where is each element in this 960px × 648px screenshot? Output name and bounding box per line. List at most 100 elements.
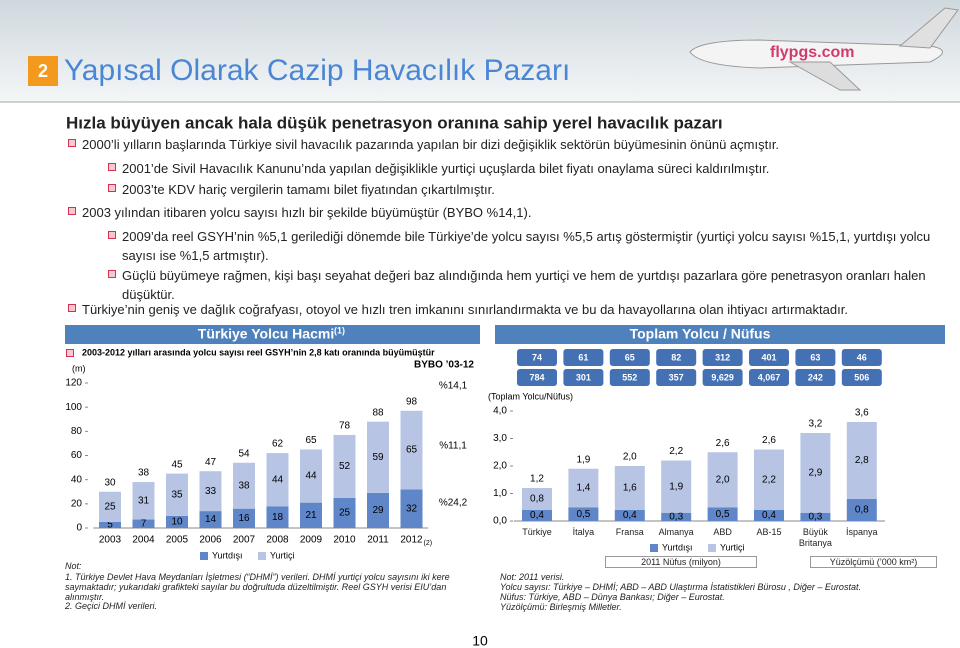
- total-label: 47: [205, 457, 217, 468]
- table-cell: 301: [576, 372, 591, 382]
- legend-swatch: [200, 552, 208, 560]
- bar-segment: [568, 468, 599, 508]
- y-tick-label: 0,0: [493, 516, 507, 527]
- chart-title-note: (1): [334, 325, 345, 335]
- table-cell: 46: [857, 352, 867, 362]
- data-label: 16: [238, 513, 250, 524]
- bar-segment: [266, 506, 289, 528]
- x-tick-note: (2): [424, 540, 433, 547]
- airplane: flypgs.com: [689, 7, 959, 91]
- x-tick-label: AB-15: [756, 527, 782, 537]
- data-label: 59: [372, 452, 384, 463]
- data-label: 0,5: [576, 509, 590, 520]
- data-label: 65: [406, 445, 418, 456]
- data-label: 2,9: [808, 468, 822, 479]
- bar-segment: [614, 466, 645, 510]
- bar-segment: [846, 422, 877, 499]
- data-label: 1,6: [623, 483, 637, 494]
- data-label: 52: [339, 461, 351, 472]
- caption: 2011 Nüfus (milyon): [605, 556, 757, 568]
- table-cell-box: [841, 349, 882, 366]
- total-label: 3,2: [808, 419, 822, 430]
- bullet-text: 2003 yılından itibaren yolcu sayısı hızl…: [82, 205, 532, 220]
- table-cell-box: [563, 349, 604, 366]
- data-label: 31: [138, 495, 150, 506]
- legend-label: Yurtiçi: [270, 550, 295, 560]
- note-heading: Not:: [65, 561, 82, 571]
- total-label: 78: [339, 421, 351, 432]
- chart-title: Toplam Yolcu / Nüfus: [630, 326, 771, 342]
- table-cell: 401: [761, 352, 776, 362]
- table-cell-box: [749, 349, 789, 366]
- total-label: 54: [238, 448, 250, 459]
- legend-swatch: [708, 544, 716, 552]
- bullet-text: Türkiye’nin geniş ve dağlık coğrafyası, …: [82, 302, 848, 317]
- note-item: Nüfus: Türkiye, ABD – Dünya Bankası; Diğ…: [500, 592, 725, 602]
- table-cell: 552: [622, 372, 637, 382]
- table-cell-box: [656, 349, 697, 366]
- table-cell: 506: [854, 372, 869, 382]
- total-label: 45: [171, 459, 183, 470]
- subtitle: Hızla büyüyen ancak hala düşük penetrasy…: [66, 113, 723, 132]
- table-cell-box: [609, 369, 650, 386]
- table-cell-box: [749, 369, 789, 386]
- bar-segment: [707, 452, 738, 508]
- bar-segment: [300, 449, 322, 503]
- x-tick-label: Türkiye: [522, 527, 552, 537]
- chart-header-bar: [495, 325, 945, 344]
- page-title: Yapısal Olarak Cazip Havacılık Pazarı: [64, 54, 570, 87]
- table-cell: 65: [625, 352, 635, 362]
- total-label: 2,0: [623, 452, 637, 463]
- y-axis-label: (Toplam Yolcu/Nüfus): [488, 391, 573, 401]
- total-label: 1,2: [530, 474, 544, 485]
- y-tick-label: 80: [71, 426, 83, 437]
- note-item: Not: 2011 verisi.: [500, 572, 565, 582]
- data-label: 2,0: [716, 474, 730, 485]
- data-label: 18: [272, 512, 284, 523]
- data-label: 1,9: [669, 481, 683, 492]
- bar-segment: [400, 410, 423, 490]
- note-item: 1. Türkiye Devlet Hava Meydanları İşletm…: [65, 572, 450, 602]
- table-cell-box: [795, 349, 836, 366]
- bar-segment: [132, 519, 155, 528]
- legend-label: Yurtdışı: [212, 550, 243, 560]
- bar-segment: [846, 499, 877, 521]
- data-label: 38: [238, 480, 250, 491]
- bar-segment: [661, 460, 692, 513]
- bar-segment: [614, 510, 645, 521]
- bullet-marker: [108, 270, 116, 278]
- x-tick-label: Almanya: [658, 527, 694, 537]
- y-tick-label: 2,0: [493, 461, 507, 472]
- bar-segment: [754, 510, 784, 521]
- table-cell: 357: [669, 372, 684, 382]
- bullet-marker: [68, 139, 76, 147]
- table-cell: 312: [715, 352, 730, 362]
- data-label: 0,8: [530, 494, 544, 505]
- x-tick-label: 2004: [132, 535, 155, 546]
- data-label: 32: [406, 503, 418, 514]
- data-label: 29: [372, 505, 384, 516]
- bar-segment: [754, 449, 784, 510]
- total-label: 98: [406, 396, 418, 407]
- bar-segment: [522, 488, 552, 510]
- table-cell: 9,629: [711, 372, 734, 382]
- total-label: 62: [272, 439, 284, 450]
- bar-segment: [166, 473, 188, 516]
- legend-swatch: [650, 544, 658, 552]
- table-cell: 242: [808, 372, 823, 382]
- total-label: 88: [372, 407, 384, 418]
- bullet-text: 2009’da reel GSYH’nin %5,1 gerilediği dö…: [122, 229, 931, 263]
- chart-title: Türkiye Yolcu Hacmi: [198, 326, 334, 342]
- bullet-text: Güçlü büyümeye rağmen, kişi başı seyahat…: [122, 268, 926, 302]
- x-tick-label: 2012: [400, 535, 423, 546]
- x-tick-label: Büyük Britanya: [798, 527, 832, 548]
- total-label: 65: [305, 435, 317, 446]
- legend-label: Yurtiçi: [720, 542, 745, 552]
- bullet-marker: [108, 231, 116, 239]
- y-tick-label: 40: [71, 474, 83, 485]
- note-item: 2. Geçici DHMİ verileri.: [65, 601, 158, 611]
- x-tick-label: Fransa: [615, 527, 644, 537]
- y-tick-label: 20: [71, 498, 83, 509]
- table-cell: 784: [529, 372, 544, 382]
